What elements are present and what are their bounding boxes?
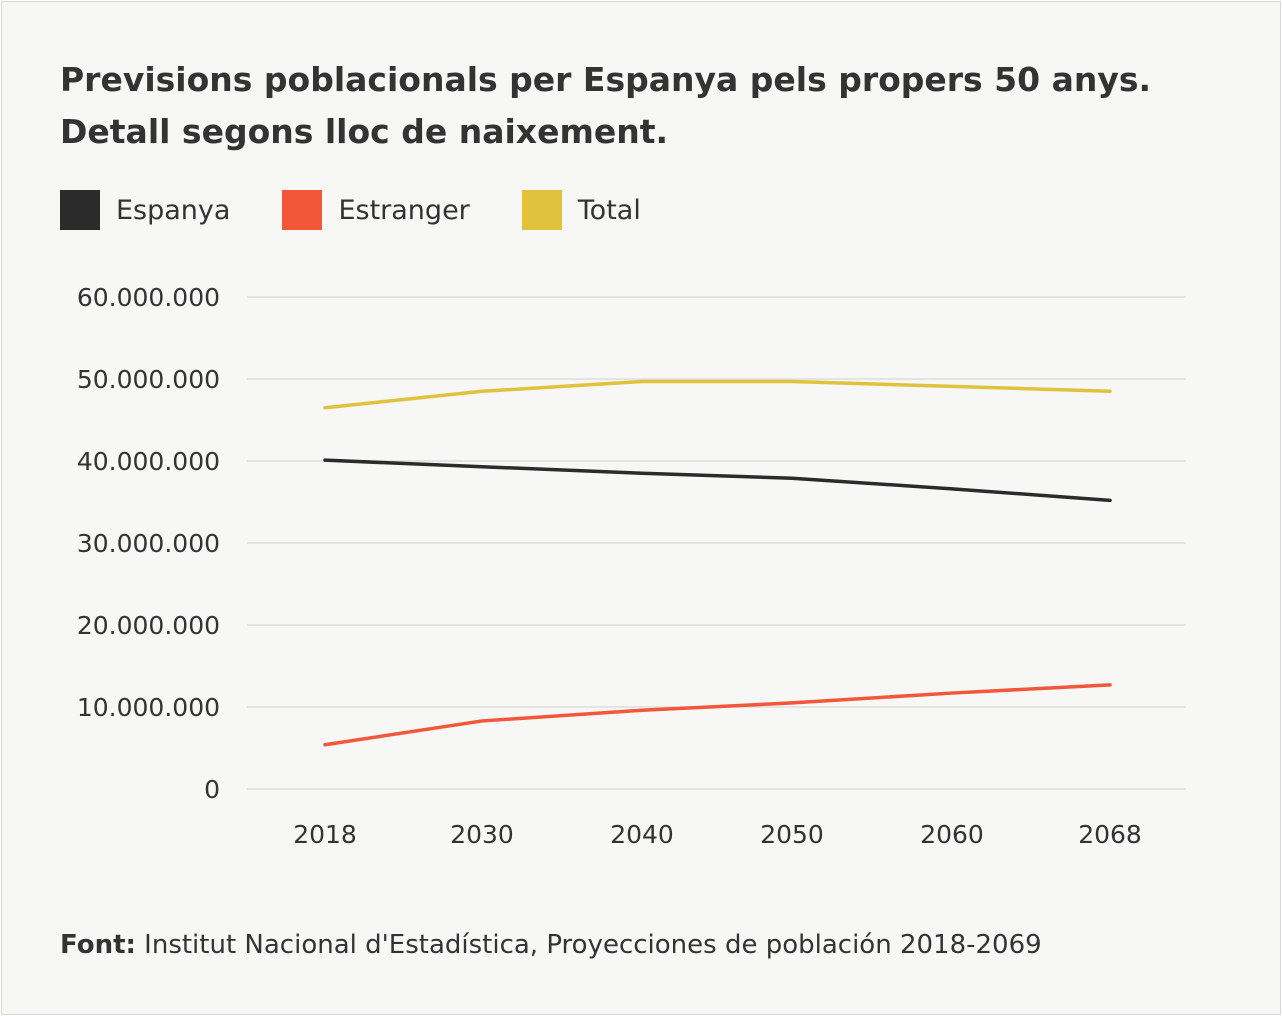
y-tick-label: 20.000.000 [77, 611, 220, 640]
legend-label: Estranger [338, 194, 470, 226]
y-tick-label: 50.000.000 [77, 365, 220, 394]
source-text: Institut Nacional d'Estadística, Proyecc… [135, 930, 1042, 960]
source-label: Font: [60, 930, 136, 960]
legend-label: Total [577, 194, 641, 226]
x-tick-label: 2030 [450, 820, 514, 849]
y-tick-label: 0 [204, 775, 220, 804]
x-tick-label: 2050 [760, 820, 824, 849]
series-line-estranger [323, 683, 1112, 747]
y-tick-label: 40.000.000 [77, 447, 220, 476]
legend-swatch [60, 190, 100, 230]
series-line-total [323, 379, 1112, 410]
legend-swatch [521, 190, 562, 230]
series-line-espanya [323, 458, 1112, 503]
chart-title: Previsions poblacionals per Espanya pels… [60, 60, 1152, 151]
source-note: Font: Institut Nacional d'Estadística, P… [60, 930, 1042, 960]
legend-label: Espanya [116, 194, 231, 226]
legend-item-estranger: Estranger [282, 190, 470, 230]
y-tick-label: 10.000.000 [77, 693, 220, 722]
x-tick-label: 2018 [293, 820, 357, 849]
x-tick-label: 2060 [920, 820, 984, 849]
legend-item-total: Total [521, 190, 641, 230]
legend-swatch [282, 190, 323, 230]
legend: Espanya Estranger Total [60, 190, 693, 230]
y-tick-label: 30.000.000 [77, 529, 220, 558]
y-tick-label: 60.000.000 [77, 283, 220, 312]
x-tick-label: 2040 [610, 820, 674, 849]
x-tick-label: 2068 [1078, 820, 1142, 849]
legend-item-espanya: Espanya [60, 190, 230, 230]
